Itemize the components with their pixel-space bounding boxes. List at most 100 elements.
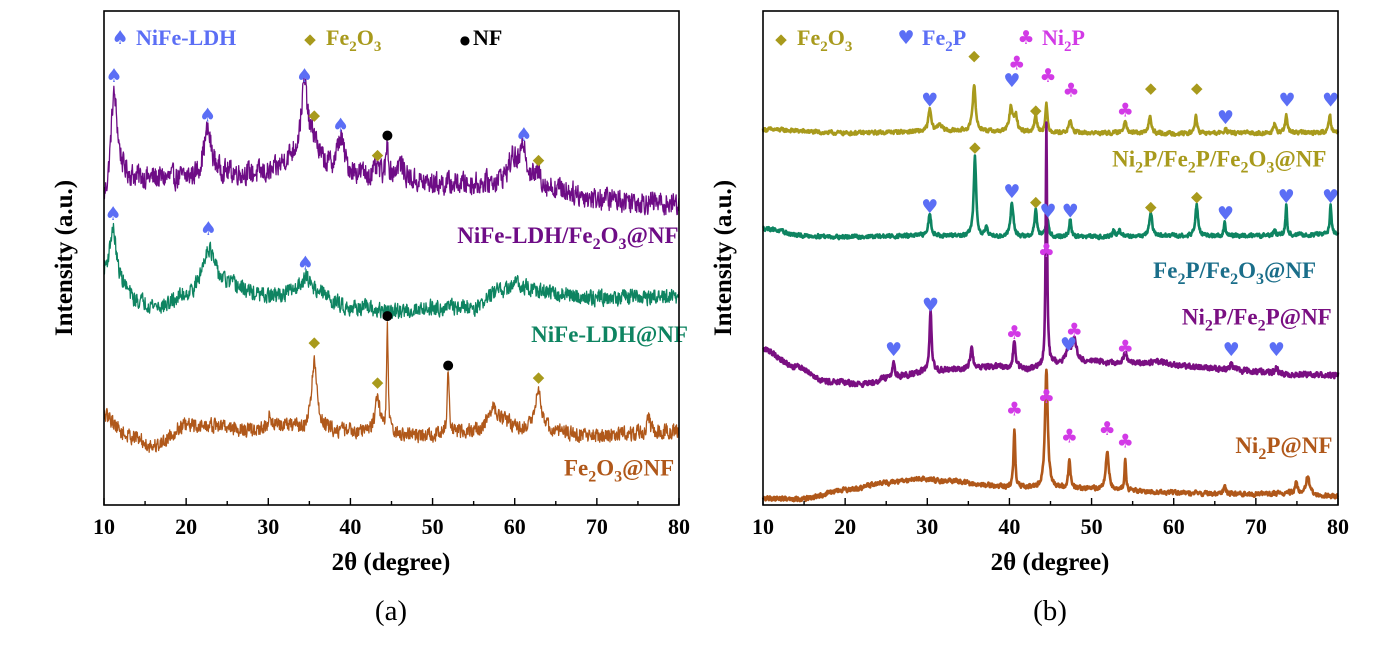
x-tick-label: 60 [504, 514, 526, 539]
legend-entry-fe2o3: ◆ Fe2O3 [775, 25, 852, 55]
club-marker-icon: ♣ [1040, 65, 1057, 87]
series-line-fe2o3-nf [103, 321, 680, 453]
panel-b: ♥◆♥♣◆♣♣♣◆ ◆♥♥ ♥♥◆♥ ◆♥ ♥ ◆◆♥♥ ♥♥♥♣♣♥♣♣ ♥ ♥♣♣♣ ♣♣ N… [710, 10, 1349, 627]
legend-entry-fe2o3: ◆ Fe2O3 [304, 25, 381, 55]
diamond-marker-icon: ◆ [372, 373, 384, 391]
club-marker-icon: ♣ [1038, 240, 1055, 262]
x-tick-label: 80 [668, 514, 690, 539]
club-marker-icon: ♣ [1006, 398, 1023, 420]
panel-a-x-axis-title: 2θ (degree) [332, 549, 451, 576]
heart-marker-icon: ♥ [922, 295, 939, 317]
dot-legend-icon: ● [460, 33, 470, 47]
diamond-marker-icon: ◆ [1191, 188, 1203, 206]
dot-marker-icon: ● [382, 128, 393, 143]
club-legend-icon: ♣ [1017, 27, 1034, 49]
legend-label: Fe2P [922, 25, 966, 55]
panel-b-legend: ◆ Fe2O3 ♥ Fe2P ♣ Ni2P [775, 25, 1085, 55]
heart-marker-icon: ♥ [1278, 186, 1295, 208]
x-tick-label: 20 [834, 514, 856, 539]
heart-marker-icon: ♥ [1322, 186, 1339, 208]
panel-a-y-axis-title: Intensity (a.u.) [51, 180, 78, 336]
series-label-ni2p-fe2p-nf: Ni2P/Fe2P@NF [1182, 305, 1332, 335]
series-line-ni2p-fe2p-nf [762, 121, 1340, 389]
legend-entry-nf: ● NF [460, 25, 503, 50]
series-line-nife-ldh-nf [103, 222, 680, 319]
spade-marker-icon: ♠ [105, 203, 122, 225]
panel-b-y-axis-title: Intensity (a.u.) [710, 180, 737, 336]
x-tick-label: 30 [257, 514, 279, 539]
heart-marker-icon: ♥ [921, 196, 938, 218]
heart-marker-icon: ♥ [1322, 90, 1339, 112]
series-line-ni2p-fe2p-fe2o3-nf [761, 84, 1340, 137]
series-line-nife-ldh-fe2o3-nf [103, 77, 680, 216]
legend-label: Fe2O3 [797, 25, 852, 55]
club-marker-icon: ♣ [1038, 386, 1055, 408]
dot-marker-icon: ● [443, 358, 454, 373]
x-tick-label: 80 [1327, 514, 1349, 539]
heart-marker-icon: ♥ [1268, 339, 1285, 361]
diamond-marker-icon: ◆ [969, 138, 981, 156]
panel-a-series [103, 77, 680, 453]
panel-b-series [761, 84, 1340, 503]
diamond-legend-icon: ◆ [775, 30, 787, 48]
diamond-marker-icon: ◆ [533, 150, 545, 168]
spade-marker-icon: ♠ [515, 124, 532, 146]
diamond-legend-icon: ◆ [304, 30, 316, 48]
legend-label: NiFe-LDH [136, 25, 236, 50]
club-marker-icon: ♣ [1008, 53, 1025, 75]
spade-marker-icon: ♠ [105, 65, 122, 87]
spade-marker-icon: ♠ [332, 114, 349, 136]
heart-marker-icon: ♥ [885, 339, 902, 361]
dot-marker-icon: ● [382, 308, 393, 323]
legend-entry-nife-ldh: ♠ NiFe-LDH [111, 25, 236, 50]
series-line-fe2p-fe2o3-nf [762, 154, 1340, 241]
heart-marker-icon: ♥ [1062, 201, 1079, 223]
diamond-marker-icon: ◆ [1145, 79, 1157, 97]
legend-entry-fe2p: ♥ Fe2P [897, 25, 966, 55]
heart-legend-icon: ♥ [897, 27, 914, 49]
diamond-marker-icon: ◆ [309, 333, 321, 351]
heart-marker-icon: ♥ [1217, 203, 1234, 225]
heart-marker-icon: ♥ [1003, 181, 1020, 203]
diamond-marker-icon: ◆ [1191, 79, 1203, 97]
panel-a-series-labels: NiFe-LDH/Fe2O3@NF NiFe-LDH@NF Fe2O3@NF [457, 223, 688, 485]
club-marker-icon: ♣ [1117, 99, 1134, 121]
spade-marker-icon: ♠ [199, 104, 216, 126]
x-tick-label: 40 [339, 514, 361, 539]
club-marker-icon: ♣ [1061, 425, 1078, 447]
diamond-marker-icon: ◆ [1030, 101, 1042, 119]
series-label-nife-ldh-nf: NiFe-LDH@NF [531, 322, 688, 348]
spade-marker-icon: ♠ [297, 253, 314, 275]
diamond-marker-icon: ◆ [533, 368, 545, 386]
series-label-ni2p-nf: Ni2P@NF [1235, 433, 1332, 463]
legend-label: Ni2P [1042, 25, 1085, 55]
heart-marker-icon: ♥ [921, 90, 938, 112]
x-tick-label: 70 [1245, 514, 1267, 539]
panel-b-x-ticks: 10 20 30 40 50 60 70 80 [752, 498, 1349, 539]
diamond-marker-icon: ◆ [1030, 192, 1042, 210]
series-label-nife-ldh-fe2o3-nf: NiFe-LDH/Fe2O3@NF [457, 223, 678, 253]
heart-marker-icon: ♥ [1040, 201, 1057, 223]
x-tick-label: 20 [175, 514, 197, 539]
heart-marker-icon: ♥ [1279, 90, 1296, 112]
x-tick-label: 70 [586, 514, 608, 539]
spade-marker-icon: ♠ [296, 65, 313, 87]
series-line-ni2p-nf [761, 368, 1339, 503]
legend-entry-ni2p: ♣ Ni2P [1017, 25, 1084, 55]
heart-marker-icon: ♥ [1217, 107, 1234, 129]
club-marker-icon: ♣ [1066, 319, 1083, 341]
panel-b-caption: (b) [1033, 595, 1067, 627]
club-marker-icon: ♣ [1099, 418, 1116, 440]
club-marker-icon: ♣ [1117, 430, 1134, 452]
legend-label: NF [473, 25, 502, 50]
panel-a-x-ticks: 10 20 30 40 50 60 70 80 [93, 498, 690, 539]
spade-marker-icon: ♠ [200, 218, 217, 240]
club-marker-icon: ♣ [1117, 337, 1134, 359]
panel-b-markers: ♥◆♥♣◆♣♣♣◆ ◆♥♥ ♥♥◆♥ ◆♥ ♥ ◆◆♥♥ ♥♥♥♣♣♥♣♣ ♥ ♥♣♣♣ ♣♣ [885, 47, 1339, 453]
panel-a: ♠♠♠◆ ♠◆● ♠◆♠♠♠◆◆●●◆ NiFe-LDH/Fe2O3@NFNiFe-… [51, 10, 690, 627]
panel-b-series-labels: Ni2P/Fe2P/Fe2O3@NF Fe2P/Fe2O3@NF Ni2P/Fe2P… [1112, 147, 1332, 464]
legend-label: Fe2O3 [326, 25, 381, 55]
diamond-marker-icon: ◆ [309, 106, 321, 124]
x-tick-label: 10 [93, 514, 115, 539]
